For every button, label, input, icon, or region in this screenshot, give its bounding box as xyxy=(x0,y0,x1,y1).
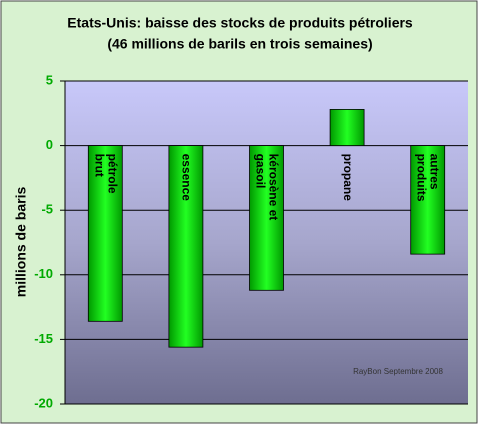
category-label: autresproduits xyxy=(415,154,442,202)
chart-title: Etats-Unis: baisse des stocks de produit… xyxy=(67,15,413,31)
category-label: kérosène etgasoil xyxy=(253,154,280,221)
y-tick-label: -5 xyxy=(41,202,53,217)
y-tick-label: 5 xyxy=(46,72,53,87)
chart-subtitle: (46 millions de barils en trois semaines… xyxy=(107,36,372,52)
bar xyxy=(329,109,365,147)
bar xyxy=(410,145,446,255)
y-tick-label: -10 xyxy=(34,266,53,281)
y-tick-label: -15 xyxy=(34,331,53,346)
annotation: RayBon Septembre 2008 xyxy=(353,367,443,376)
category-label: propane xyxy=(341,154,355,202)
category-label: pétrolebrut xyxy=(92,154,119,194)
y-tick-label: -20 xyxy=(34,395,53,410)
bar xyxy=(249,145,284,291)
bar xyxy=(87,145,123,322)
y-tick-label: 0 xyxy=(46,137,53,152)
category-label: essence xyxy=(180,154,194,202)
y-axis-label: millions de baris xyxy=(13,187,29,298)
bar xyxy=(168,145,204,348)
